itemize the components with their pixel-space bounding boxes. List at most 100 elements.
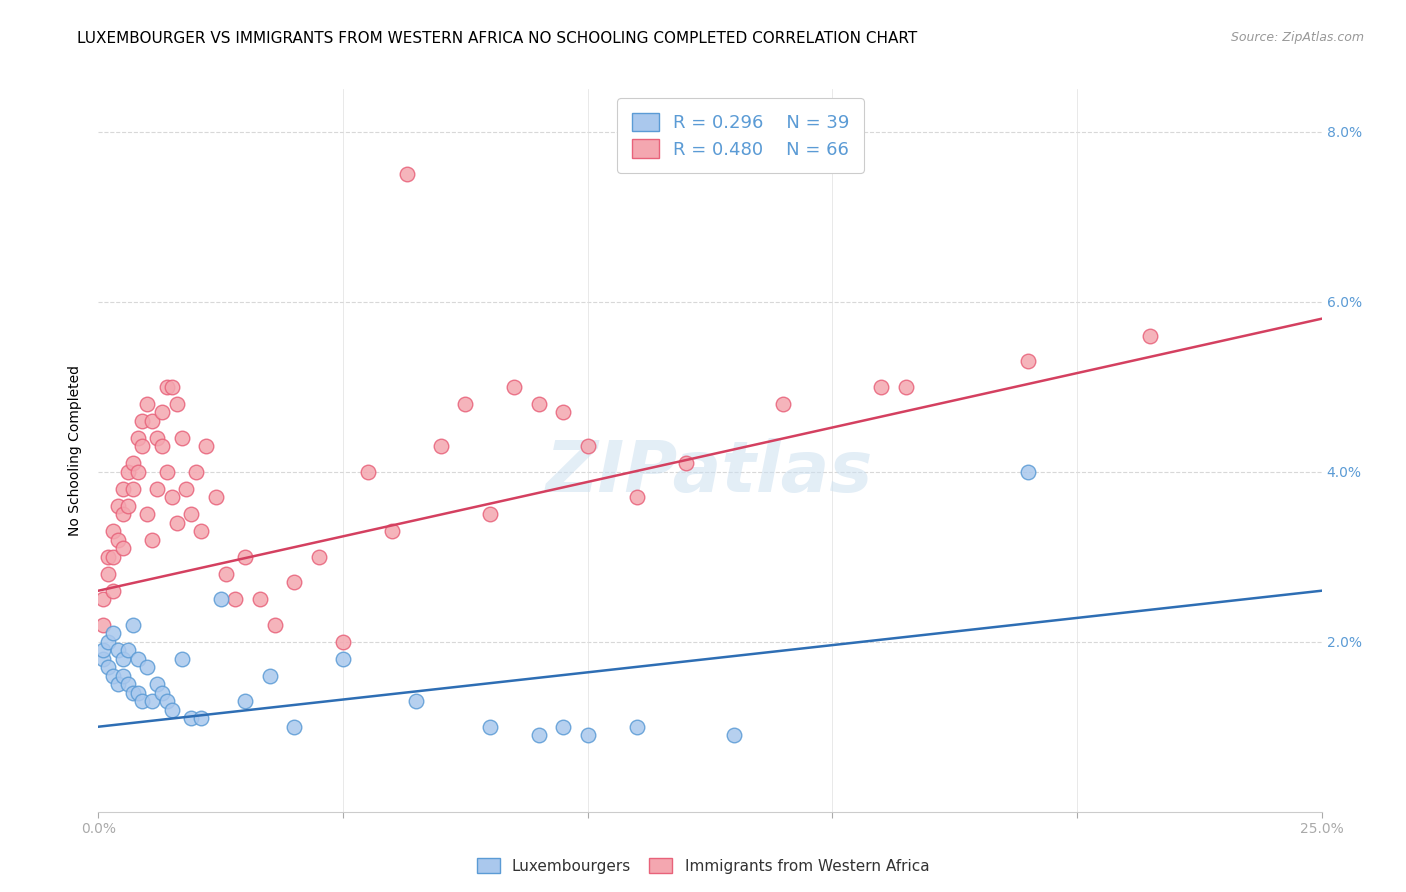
Point (454, 397, 477, 411)
Point (127, 686, 149, 700)
Point (121, 686, 143, 700)
Point (121, 482, 143, 496)
Text: Source: ZipAtlas.com: Source: ZipAtlas.com (1230, 31, 1364, 45)
Point (626, 490, 648, 504)
Point (107, 533, 129, 547)
Point (190, 711, 212, 725)
Point (141, 694, 163, 708)
Point (121, 456, 143, 470)
Point (107, 643, 129, 657)
Point (527, 728, 550, 742)
Point (146, 431, 169, 445)
Point (136, 660, 159, 674)
Point (91, 592, 114, 607)
Point (111, 482, 134, 496)
Point (117, 677, 139, 691)
Point (308, 549, 330, 564)
Point (356, 465, 378, 479)
Point (224, 592, 246, 607)
Point (117, 465, 139, 479)
Point (205, 490, 228, 504)
Point (156, 465, 179, 479)
Point (214, 566, 236, 581)
Point (91, 643, 114, 657)
Point (91, 617, 114, 632)
Point (430, 439, 453, 453)
Point (131, 414, 153, 428)
Legend: R = 0.296    N = 39, R = 0.480    N = 66: R = 0.296 N = 39, R = 0.480 N = 66 (617, 98, 865, 173)
Point (1017, 465, 1039, 479)
Y-axis label: No Schooling Completed: No Schooling Completed (69, 365, 83, 536)
Point (190, 524, 212, 539)
Point (160, 380, 183, 394)
Point (111, 669, 134, 683)
Point (150, 439, 173, 453)
Point (150, 686, 173, 700)
Point (723, 728, 745, 742)
Point (283, 720, 305, 734)
Point (870, 380, 893, 394)
Point (166, 397, 188, 411)
Point (156, 694, 179, 708)
Point (111, 507, 134, 521)
Point (127, 431, 149, 445)
Point (180, 507, 202, 521)
Point (150, 405, 173, 419)
Point (101, 583, 124, 598)
Point (146, 677, 169, 691)
Point (527, 397, 550, 411)
Point (127, 651, 149, 665)
Point (107, 499, 129, 513)
Point (97, 660, 120, 674)
Point (576, 728, 599, 742)
Point (107, 677, 129, 691)
Point (170, 431, 193, 445)
Point (97, 566, 120, 581)
Point (381, 524, 404, 539)
Point (233, 694, 256, 708)
Point (332, 651, 354, 665)
Point (101, 549, 124, 564)
Point (91, 651, 114, 665)
Point (141, 533, 163, 547)
Point (136, 397, 159, 411)
Point (101, 524, 124, 539)
Point (503, 380, 526, 394)
Point (772, 397, 794, 411)
Point (160, 703, 183, 717)
Point (156, 380, 179, 394)
Point (1139, 328, 1161, 343)
Point (166, 516, 188, 530)
Point (249, 592, 271, 607)
Point (332, 634, 354, 648)
Point (111, 651, 134, 665)
Point (97, 634, 120, 648)
Point (209, 592, 232, 607)
Point (405, 694, 427, 708)
Point (121, 617, 143, 632)
Point (160, 490, 183, 504)
Point (117, 643, 139, 657)
Point (395, 167, 418, 181)
Point (111, 541, 134, 556)
Point (233, 549, 256, 564)
Point (553, 405, 575, 419)
Point (1017, 354, 1039, 368)
Point (101, 669, 124, 683)
Point (263, 617, 285, 632)
Point (127, 465, 149, 479)
Point (894, 380, 917, 394)
Point (131, 439, 153, 453)
Point (170, 651, 193, 665)
Point (131, 694, 153, 708)
Legend: Luxembourgers, Immigrants from Western Africa: Luxembourgers, Immigrants from Western A… (471, 852, 935, 880)
Point (136, 507, 159, 521)
Point (478, 720, 501, 734)
Point (195, 439, 218, 453)
Point (141, 414, 163, 428)
Text: LUXEMBOURGER VS IMMIGRANTS FROM WESTERN AFRICA NO SCHOOLING COMPLETED CORRELATIO: LUXEMBOURGER VS IMMIGRANTS FROM WESTERN … (77, 31, 918, 46)
Point (478, 507, 501, 521)
Point (576, 439, 599, 453)
Point (186, 465, 208, 479)
Point (553, 720, 575, 734)
